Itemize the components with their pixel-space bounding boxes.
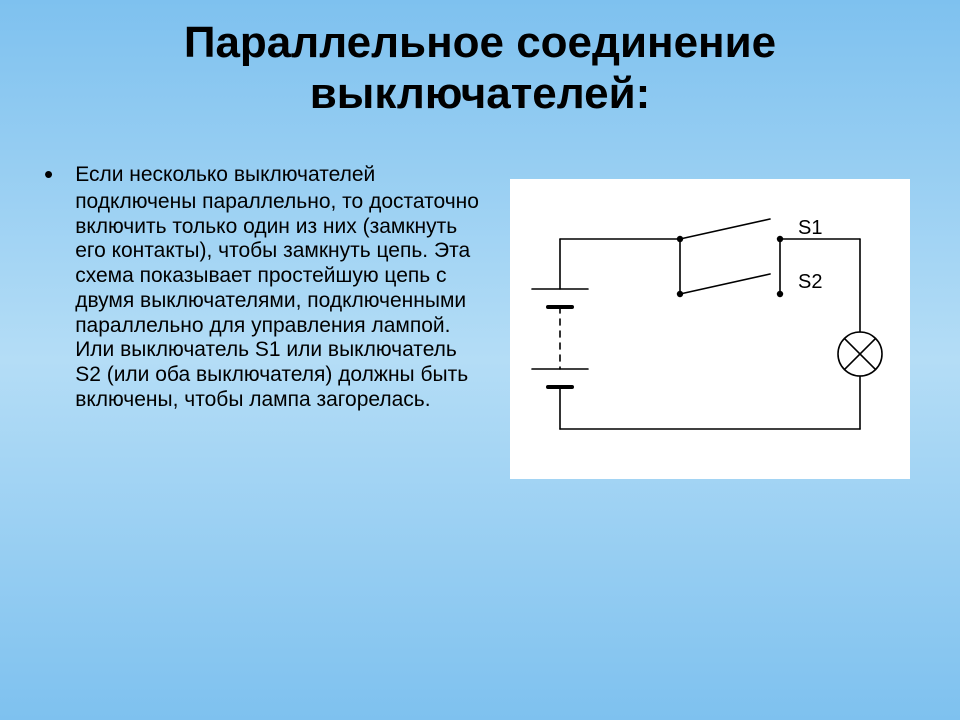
page-title: Параллельное соединение выключателей:	[0, 0, 960, 129]
text-column: Если несколько выключателей подключены п…	[50, 159, 480, 413]
label-s2: S2	[798, 271, 822, 294]
diagram-column: S1 S2	[480, 159, 930, 413]
label-s1: S1	[798, 217, 822, 240]
switch-s1-arm	[680, 219, 770, 239]
node-dot	[777, 291, 783, 297]
bullet-item: Если несколько выключателей подключены п…	[50, 159, 480, 413]
circuit-diagram: S1 S2	[510, 179, 910, 479]
switch-s2-arm	[680, 274, 770, 294]
node-dot	[677, 291, 683, 297]
node-dot	[677, 236, 683, 242]
node-dot	[777, 236, 783, 242]
content-row: Если несколько выключателей подключены п…	[0, 129, 960, 413]
